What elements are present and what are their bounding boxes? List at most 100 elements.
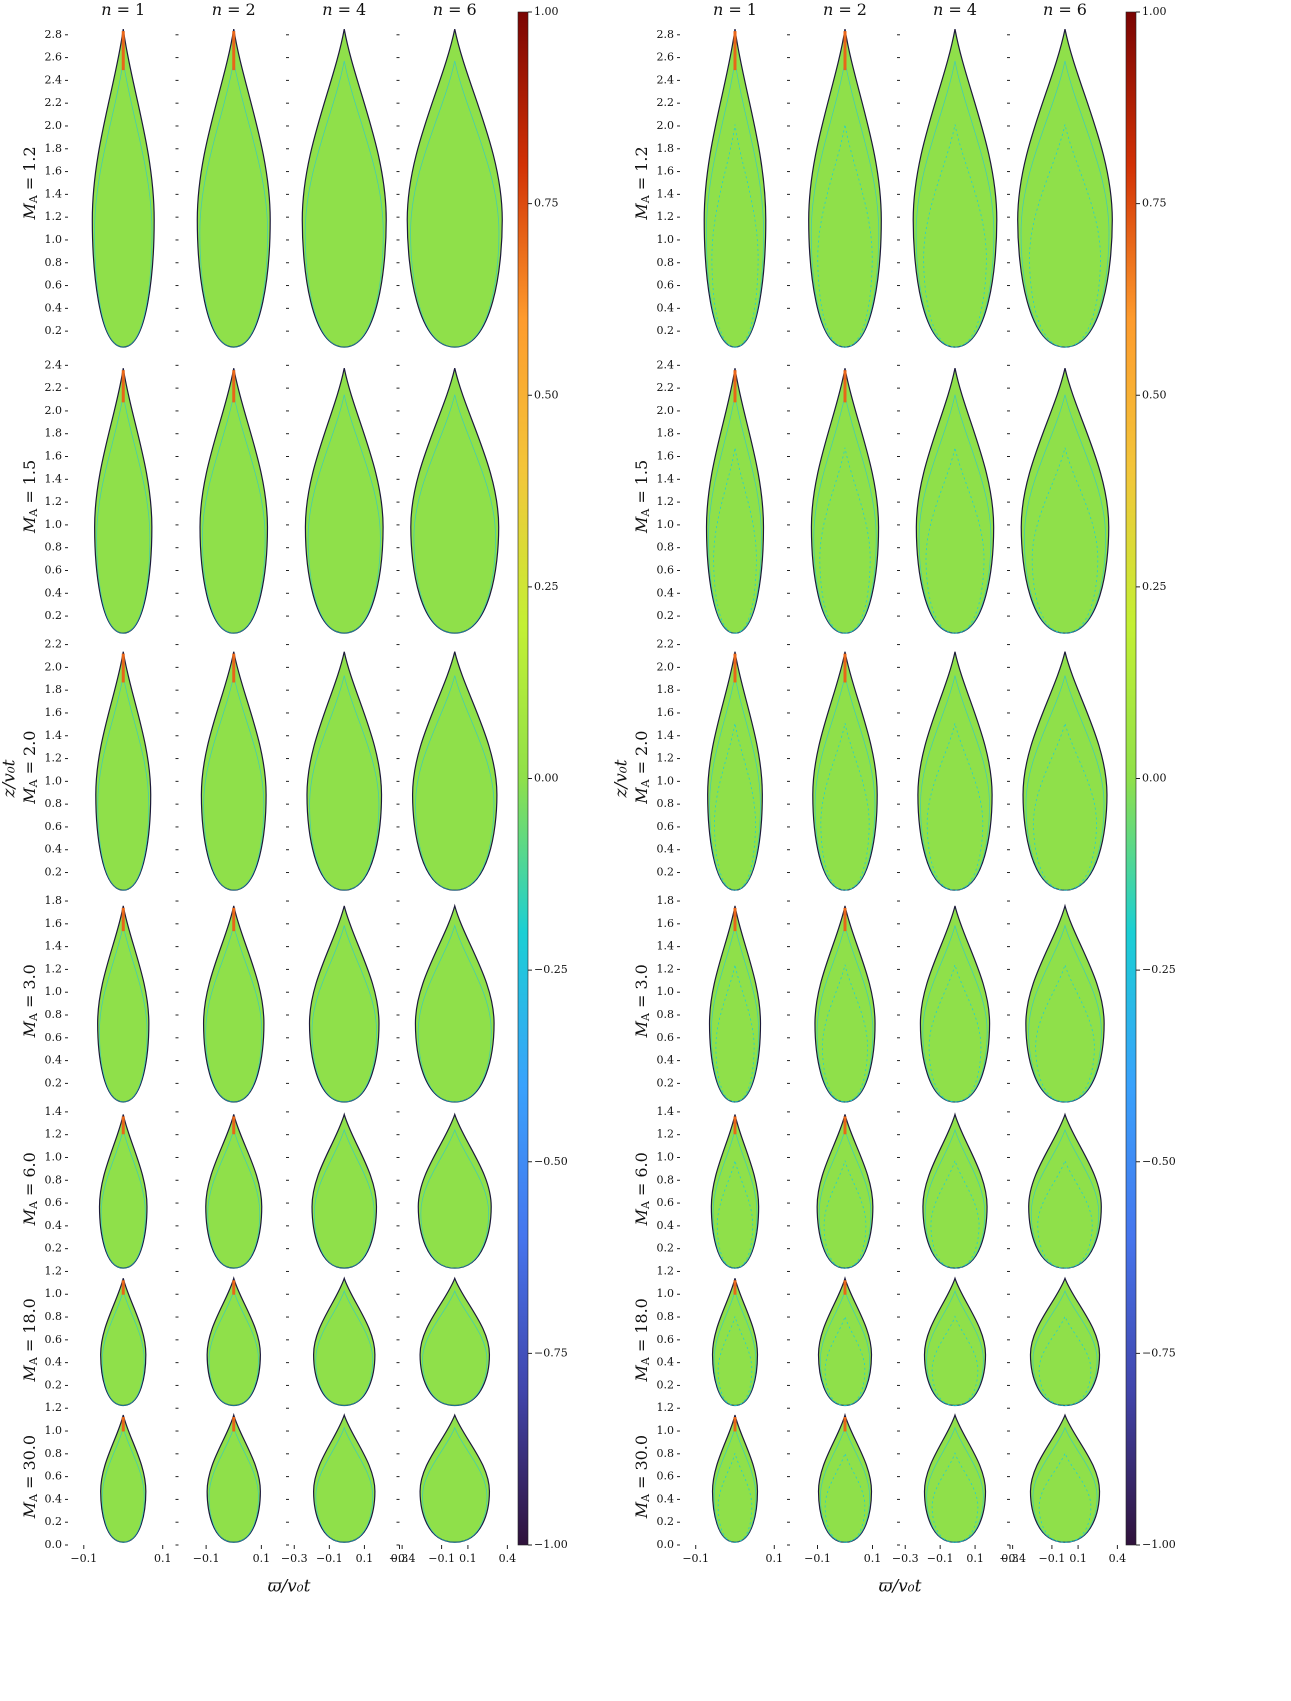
row-symbol: M xyxy=(20,1208,39,1226)
y-tick-label: 2.2 xyxy=(45,381,63,394)
jet-shape xyxy=(94,368,153,634)
jet-shape xyxy=(419,1413,491,1543)
jet-shape xyxy=(711,1414,759,1543)
row-relation: = xyxy=(20,490,39,503)
colorbar-tick-label: −0.75 xyxy=(1142,1346,1176,1359)
y-tick-label: 0.6 xyxy=(45,1470,63,1483)
x-tick-label: −0.1 xyxy=(804,1552,831,1565)
jet-shape xyxy=(200,651,267,891)
jet-shape xyxy=(708,905,762,1103)
jet-shape xyxy=(919,905,991,1103)
y-tick-label: 1.2 xyxy=(45,495,63,508)
jet-shape xyxy=(411,651,498,891)
y-tick-label: 0.4 xyxy=(45,301,63,314)
row-value: 1.2 xyxy=(632,146,651,171)
y-tick-label: 2.6 xyxy=(657,51,675,64)
y-tick-label: 0.6 xyxy=(45,563,63,576)
y-tick-label: 1.0 xyxy=(45,233,63,246)
x-tick-label: 0.3 xyxy=(1001,1552,1019,1565)
x-tick-label: 0.4 xyxy=(1109,1552,1127,1565)
row-subscript: A xyxy=(27,1012,40,1022)
y-tick-label: 2.0 xyxy=(45,660,63,673)
y-tick-label: 2.2 xyxy=(657,96,675,109)
y-tick-label: 0.6 xyxy=(45,1196,63,1209)
row-subscript: A xyxy=(639,1012,652,1022)
jet-shape-edge xyxy=(417,924,492,1103)
jet-shape-edge xyxy=(315,1289,374,1406)
y-tick-label: 2.0 xyxy=(45,404,63,417)
column-value: 4 xyxy=(967,0,977,19)
y-tick-label: 1.8 xyxy=(45,894,63,907)
y-tick-label: 2.2 xyxy=(45,638,63,651)
row-label: MA = 6.0 xyxy=(632,1152,653,1226)
y-tick-label: 2.8 xyxy=(45,28,63,41)
y-tick-label: 2.2 xyxy=(657,638,675,651)
colorbar-tick-label: −0.25 xyxy=(534,963,568,976)
jet-shape-inner xyxy=(717,1316,753,1406)
y-tick-label: 0.0 xyxy=(657,1538,675,1551)
row-value: 30.0 xyxy=(632,1435,651,1471)
y-tick-label: 2.0 xyxy=(45,119,63,132)
jet-shape-inner xyxy=(1038,1315,1092,1406)
column-value: 1 xyxy=(747,0,757,19)
y-tick-label: 0.6 xyxy=(657,1031,675,1044)
y-tick-label: 0.2 xyxy=(45,324,63,337)
column-symbol: n xyxy=(101,0,111,19)
y-tick-label: 0.8 xyxy=(45,797,63,810)
y-tick-label: 1.2 xyxy=(45,1128,63,1141)
row-subscript: A xyxy=(639,508,652,518)
x-tick-label: −0.3 xyxy=(281,1552,308,1565)
column-relation: = xyxy=(948,0,961,19)
row-symbol: M xyxy=(20,1020,39,1038)
jet-shape xyxy=(406,28,503,348)
x-tick-label: 0.1 xyxy=(154,1552,172,1565)
jet-shape-inner xyxy=(931,1452,979,1543)
x-tick-label: −0.1 xyxy=(927,1552,954,1565)
y-tick-label: 2.0 xyxy=(657,660,675,673)
jet-shape-inner xyxy=(717,1453,753,1543)
column-relation: = xyxy=(117,0,130,19)
column-symbol: n xyxy=(823,0,833,19)
jet-shape-inner xyxy=(824,1451,866,1543)
colorbar-tick-label: 1.00 xyxy=(534,5,559,18)
colorbar xyxy=(1125,11,1137,1546)
y-tick-label: 1.2 xyxy=(657,1264,675,1277)
jet-shape-edge xyxy=(926,1426,984,1543)
y-tick-label: 0.4 xyxy=(45,586,63,599)
jet-shape-inner xyxy=(820,723,870,891)
column-value: 6 xyxy=(1077,0,1087,19)
jet-shape xyxy=(816,1114,874,1269)
column-value: 2 xyxy=(857,0,867,19)
jet-shape-edge xyxy=(1030,1128,1100,1269)
y-tick-label: 0.6 xyxy=(657,1333,675,1346)
row-label: MA = 30.0 xyxy=(20,1435,41,1519)
jet-shape-edge xyxy=(311,925,377,1103)
colorbar-tick-label: −0.50 xyxy=(534,1155,568,1168)
y-tick-label: 1.4 xyxy=(657,1105,675,1118)
jet-shape xyxy=(923,1276,987,1407)
y-tick-label: 1.2 xyxy=(657,210,675,223)
jet-shape-edge xyxy=(309,675,380,891)
y-tick-label: 0.8 xyxy=(657,1447,675,1460)
y-tick-label: 1.2 xyxy=(657,1128,675,1141)
y-tick-label: 2.2 xyxy=(45,96,63,109)
row-relation: = xyxy=(632,761,651,774)
y-tick-label: 0.4 xyxy=(45,843,63,856)
y-tick-label: 1.4 xyxy=(45,940,63,953)
y-tick-label: 0.4 xyxy=(45,1492,63,1505)
jet-shape xyxy=(707,651,763,891)
y-tick-label: 0.2 xyxy=(657,1515,675,1528)
jet-shape-edge xyxy=(915,60,995,348)
jet-shape xyxy=(1022,651,1108,891)
jet-shape-inner xyxy=(1029,124,1101,348)
y-tick-label: 1.6 xyxy=(657,917,675,930)
y-tick-label: 2.0 xyxy=(657,119,675,132)
row-symbol: M xyxy=(632,1020,651,1038)
jet-shape xyxy=(703,29,767,348)
y-tick-label: 0.4 xyxy=(657,1492,675,1505)
jet-shape xyxy=(710,1114,760,1269)
y-tick-label: 0.2 xyxy=(657,1378,675,1391)
column-header: n = 4 xyxy=(322,0,366,19)
jet-shape-edge xyxy=(1028,924,1102,1103)
